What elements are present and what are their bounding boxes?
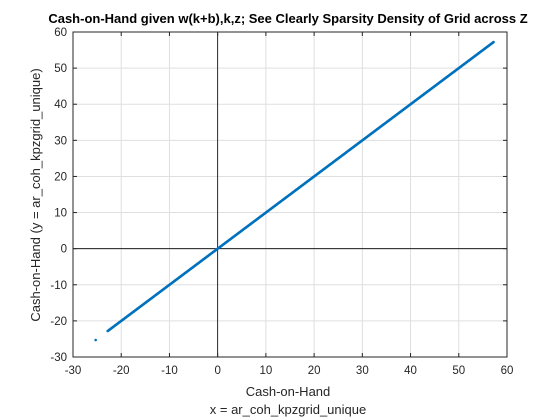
y-tick-label: -20 (50, 316, 67, 328)
y-axis-label: Cash-on-Hand (y = ar_coh_kpzgrid_unique) (28, 68, 43, 321)
x-tick-label: 50 (452, 365, 465, 377)
y-tick-label: 50 (54, 63, 67, 75)
reference-lines (73, 32, 507, 357)
plot-frame (72, 31, 508, 358)
x-tick-label: 20 (308, 365, 321, 377)
x-tick-label: 60 (501, 365, 514, 377)
x-tick-label: -30 (65, 365, 82, 377)
grid (72, 31, 508, 358)
x-tick-label: 10 (259, 365, 272, 377)
y-tick-label: -10 (50, 280, 67, 292)
data-point-outlier (94, 338, 97, 342)
data-point (492, 40, 495, 44)
y-tick-label: 30 (54, 135, 67, 147)
y-tick-label: 0 (61, 244, 67, 256)
ticks: -30 -20 -10 0 10 20 30 40 50 60 -30 -20 -10 0 10 20 30 40… (50, 27, 513, 377)
x-axis-label: Cash-on-Hand (246, 384, 331, 399)
x-axis-sublabel: x = ar_coh_kpzgrid_unique (210, 402, 366, 417)
y-tick-label: 20 (54, 171, 67, 183)
x-tick-label: -10 (161, 365, 178, 377)
y-tick-label: 60 (54, 27, 67, 39)
x-tick-label: 40 (404, 365, 417, 377)
y-tick-label: 40 (54, 99, 67, 111)
chart-title: Cash-on-Hand given w(k+b),k,z; See Clear… (48, 11, 527, 26)
data-series (94, 40, 495, 342)
y-tick-label: 10 (54, 208, 67, 220)
x-tick-label: 30 (356, 365, 369, 377)
x-tick-label: -20 (113, 365, 130, 377)
y-tick-label: -30 (50, 352, 67, 364)
x-tick-label: 0 (214, 365, 220, 377)
